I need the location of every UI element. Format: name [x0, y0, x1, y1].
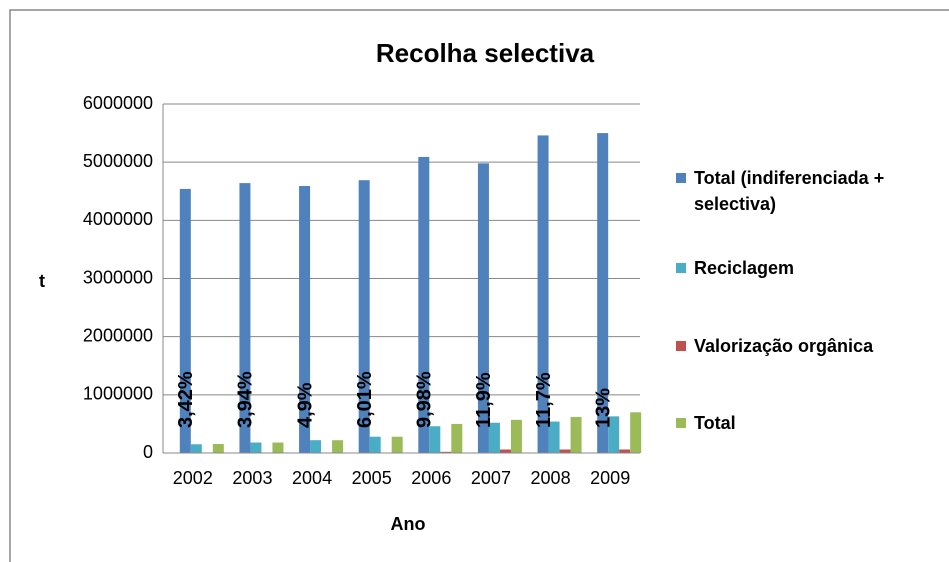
bar: [488, 422, 500, 453]
y-tick-label: 2000000: [83, 325, 153, 345]
x-tick-label: 2002: [173, 468, 213, 488]
bar: [299, 186, 311, 453]
x-tick-label: 2005: [352, 468, 392, 488]
x-tick-label: 2006: [411, 468, 451, 488]
legend-item: Total: [676, 410, 936, 436]
x-tick-label: 2004: [292, 468, 332, 488]
bar: [418, 156, 430, 453]
bar: [391, 436, 403, 453]
y-tick-label: 6000000: [83, 93, 153, 113]
bar: [250, 442, 262, 453]
annotation: 13%: [592, 388, 614, 428]
y-axis-label: t: [39, 271, 45, 291]
bar: [190, 444, 202, 453]
annotation: 6,01%: [354, 371, 376, 428]
bar: [212, 443, 224, 453]
bar: [477, 163, 489, 453]
y-tick-label: 0: [143, 442, 153, 462]
x-tick-label: 2007: [471, 468, 511, 488]
annotation: 11,7%: [533, 372, 555, 428]
bar: [358, 180, 370, 453]
bar: [310, 440, 322, 453]
bar: [597, 133, 609, 454]
bar: [570, 416, 582, 453]
legend-swatch: [676, 173, 686, 183]
bar: [510, 419, 522, 453]
bar: [451, 423, 463, 453]
bar: [537, 135, 549, 453]
annotation: 4,9%: [294, 382, 316, 428]
legend-item: Total (indiferenciada + selectiva): [676, 165, 936, 217]
chart-title: Recolha selectiva: [376, 38, 595, 68]
bar: [332, 440, 344, 453]
legend-swatch: [676, 263, 686, 273]
annotation: 11,9%: [473, 372, 495, 428]
y-tick-label: 4000000: [83, 209, 153, 229]
bar: [239, 183, 251, 453]
bar: [429, 426, 441, 453]
x-tick-label: 2003: [232, 468, 272, 488]
bar: [369, 436, 381, 453]
x-axis-label: Ano: [391, 514, 426, 534]
legend-swatch: [676, 418, 686, 428]
legend-swatch: [676, 341, 686, 351]
bar: [272, 442, 284, 453]
bar: [630, 412, 642, 453]
bar: [179, 188, 191, 453]
legend-label: Total (indiferenciada + selectiva): [694, 168, 885, 214]
annotation: 3,94%: [235, 371, 257, 428]
legend-label: Total: [694, 413, 736, 433]
legend-item: Valorização orgânica: [676, 333, 936, 359]
annotation: 9,98%: [414, 371, 436, 428]
bar: [440, 451, 452, 453]
legend-label: Reciclagem: [694, 258, 795, 278]
legend-item: Reciclagem: [676, 255, 936, 281]
bar: [619, 449, 631, 453]
chart-border: [9, 9, 949, 562]
bar: [548, 421, 560, 453]
x-tick-label: 2009: [590, 468, 630, 488]
y-tick-label: 3000000: [83, 267, 153, 287]
y-tick-label: 5000000: [83, 151, 153, 171]
x-tick-label: 2008: [531, 468, 571, 488]
bar: [499, 449, 511, 453]
annotation: 3,42%: [175, 371, 197, 428]
bar: [608, 416, 620, 453]
y-tick-label: 1000000: [83, 384, 153, 404]
legend-label: Valorização orgânica: [694, 336, 874, 356]
bar: [559, 449, 571, 453]
